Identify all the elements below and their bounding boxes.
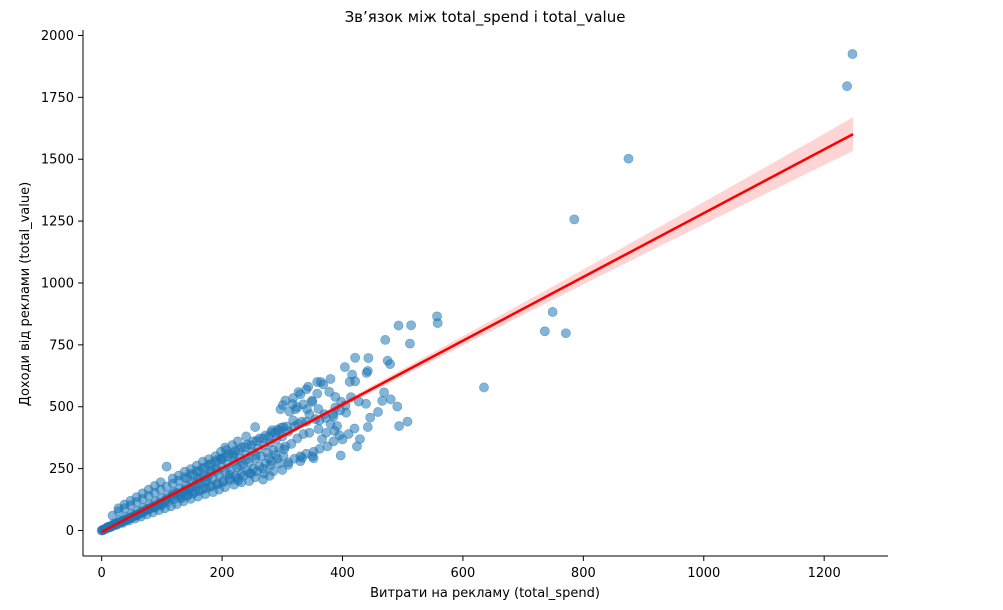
plot-area (96, 49, 858, 536)
data-point (373, 407, 383, 417)
data-point (379, 387, 389, 398)
data-point (405, 338, 415, 349)
data-point (325, 374, 336, 384)
data-point (365, 412, 376, 423)
data-point (406, 320, 417, 331)
data-point (355, 434, 365, 445)
data-point (363, 353, 374, 363)
data-point (307, 396, 318, 407)
data-point (380, 335, 391, 345)
y-tick-label: 500 (49, 400, 74, 415)
axis-ticks: 0 200 400 600 800 1000 1200 0 250 500 750 1000 1250 1… (41, 29, 841, 581)
data-point (361, 367, 372, 378)
data-point (284, 406, 295, 417)
data-point (539, 326, 550, 337)
data-point (107, 510, 118, 521)
y-tick-label: 750 (49, 338, 74, 353)
data-point (392, 401, 403, 412)
x-tick-label: 400 (330, 566, 355, 581)
data-point (547, 307, 558, 317)
x-tick-label: 1000 (687, 566, 720, 581)
x-tick-label: 0 (98, 566, 106, 581)
chart-title: Зв’язок між total_spend і total_value (345, 8, 626, 27)
data-point (569, 214, 580, 225)
data-point (842, 81, 852, 92)
data-point (350, 376, 361, 387)
y-tick-label: 1250 (41, 215, 74, 230)
y-tick-label: 250 (49, 462, 74, 477)
data-point (324, 386, 335, 397)
data-point (312, 377, 323, 387)
data-point (278, 422, 289, 432)
y-axis-label: Доходи від реклами (total_value) (18, 182, 33, 406)
data-point (623, 153, 634, 164)
x-tick-label: 200 (210, 566, 235, 581)
data-point (350, 352, 361, 363)
y-tick-label: 0 (66, 524, 74, 539)
x-tick-label: 800 (571, 566, 596, 581)
data-point (385, 394, 396, 405)
data-point (304, 409, 315, 420)
x-tick-label: 1200 (808, 566, 841, 581)
data-point (250, 422, 261, 432)
data-point (161, 461, 172, 472)
y-tick-label: 1500 (41, 153, 74, 168)
data-point (275, 404, 286, 415)
data-point (312, 388, 323, 399)
data-point (385, 359, 395, 370)
data-point (479, 382, 489, 393)
data-point (317, 434, 327, 445)
x-tick-label: 600 (451, 566, 476, 581)
data-point (847, 49, 858, 59)
y-tick-label: 1000 (41, 276, 74, 291)
data-point (402, 416, 413, 427)
y-tick-label: 1750 (41, 91, 74, 106)
data-point (298, 399, 309, 410)
data-point (278, 451, 289, 462)
data-point (280, 395, 291, 406)
data-point (337, 434, 348, 445)
data-point (335, 450, 346, 461)
data-point (340, 362, 350, 373)
x-axis-label: Витрати на рекламу (total_spend) (370, 586, 600, 601)
y-tick-label: 2000 (41, 29, 74, 44)
data-point (394, 421, 404, 431)
data-point (362, 422, 373, 432)
data-point (313, 424, 324, 434)
data-point (377, 395, 388, 406)
regression-line (101, 132, 854, 534)
data-point (393, 320, 404, 331)
data-point (560, 328, 571, 339)
data-point (432, 318, 443, 328)
